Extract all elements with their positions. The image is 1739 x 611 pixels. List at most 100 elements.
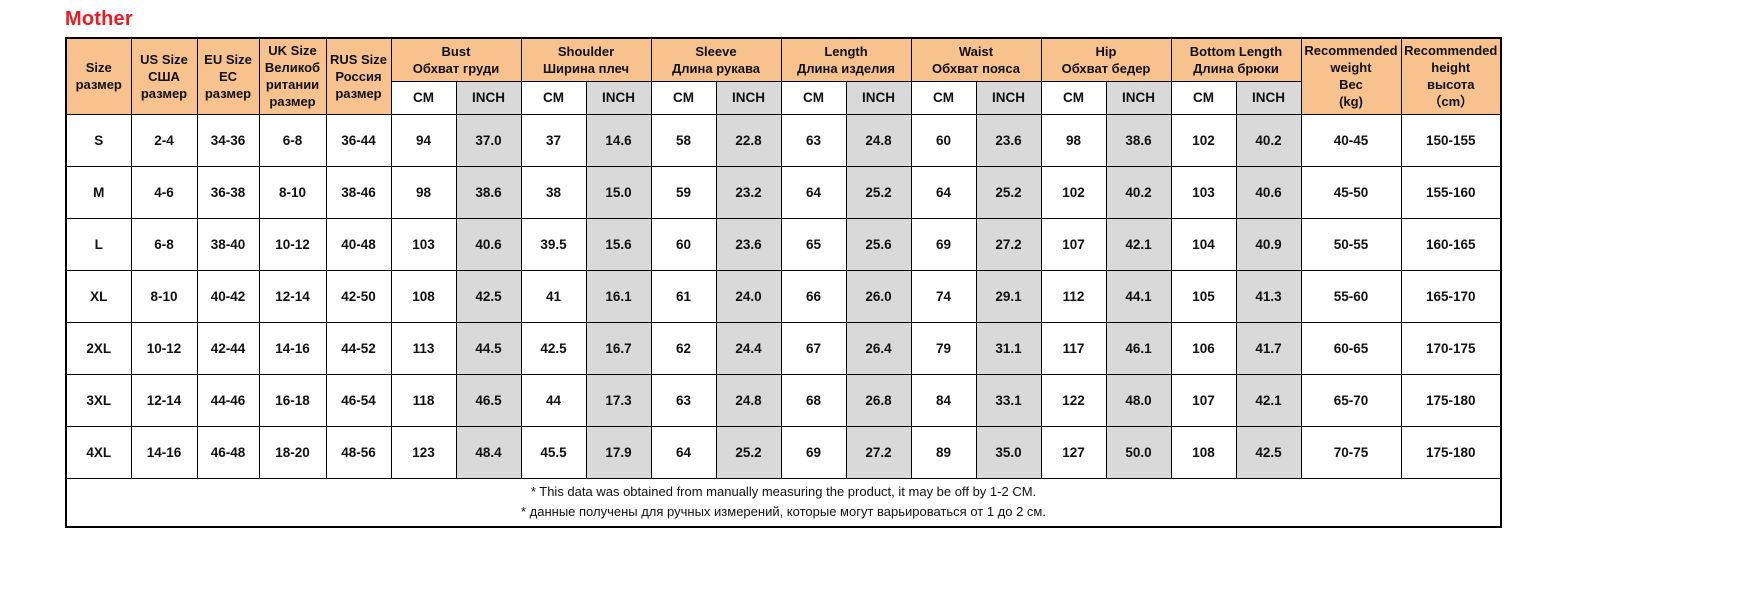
data-cell: 45.5: [520, 425, 587, 479]
data-cell: 10-12: [130, 321, 198, 375]
size-cell: 4XL: [65, 425, 132, 479]
data-cell: 38-46: [325, 165, 392, 219]
unit-header-inch: INCH: [715, 80, 782, 115]
size-row: L 6-8 38-40 10-12 40-48 103 40.6 39.5 15.6 60 23.6…: [65, 217, 1502, 271]
data-cell-inch: 40.9: [1235, 217, 1302, 271]
data-cell: 102: [1170, 113, 1237, 167]
data-cell: 84: [910, 373, 977, 427]
column-header: Hip Обхват бедер: [1040, 37, 1172, 82]
data-cell-inch: 24.8: [715, 373, 782, 427]
data-cell: 46-48: [196, 425, 260, 479]
data-cell-inch: 24.8: [845, 113, 912, 167]
data-cell: 112: [1040, 269, 1107, 323]
unit-header-cm: CM: [1040, 80, 1107, 115]
data-cell: 14-16: [258, 321, 327, 375]
data-cell: 42-44: [196, 321, 260, 375]
table-header: Size размер US Size США размер EU Size EC разме…: [65, 37, 1502, 115]
data-cell-inch: 26.0: [845, 269, 912, 323]
data-cell: 175-180: [1400, 425, 1502, 479]
unit-header-cm: CM: [650, 80, 717, 115]
data-cell: 107: [1170, 373, 1237, 427]
data-cell: 34-36: [196, 113, 260, 167]
data-cell: 123: [390, 425, 457, 479]
table-body: S 2-4 34-36 6-8 36-44 94 37.0 37 14.6 58 22.8 63 24.…: [65, 113, 1502, 479]
data-cell: 40-42: [196, 269, 260, 323]
size-cell: XL: [65, 269, 132, 323]
data-cell: 12-14: [130, 373, 198, 427]
data-cell: 64: [780, 165, 847, 219]
data-cell: 46-54: [325, 373, 392, 427]
data-cell: 107: [1040, 217, 1107, 271]
data-cell-inch: 26.8: [845, 373, 912, 427]
data-cell-inch: 48.0: [1105, 373, 1172, 427]
data-cell: 6-8: [258, 113, 327, 167]
data-cell-inch: 38.6: [1105, 113, 1172, 167]
data-cell: 44-52: [325, 321, 392, 375]
data-cell: 8-10: [130, 269, 198, 323]
data-cell: 2-4: [130, 113, 198, 167]
column-header: UK Size Великоб ритании размер: [258, 37, 327, 115]
table-footer: * This data was obtained from manually m…: [65, 477, 1502, 528]
data-cell-inch: 46.5: [455, 373, 522, 427]
data-cell-inch: 15.0: [585, 165, 652, 219]
data-cell-inch: 44.5: [455, 321, 522, 375]
data-cell: 38-40: [196, 217, 260, 271]
data-cell: 68: [780, 373, 847, 427]
unit-header-cm: CM: [520, 80, 587, 115]
size-row: 2XL 10-12 42-44 14-16 44-52 113 44.5 42.5 16.7 62…: [65, 321, 1502, 375]
data-cell: 44: [520, 373, 587, 427]
data-cell: 98: [390, 165, 457, 219]
data-cell: 60: [650, 217, 717, 271]
data-cell-inch: 23.6: [715, 217, 782, 271]
data-cell-inch: 24.4: [715, 321, 782, 375]
data-cell: 4-6: [130, 165, 198, 219]
data-cell: 40-48: [325, 217, 392, 271]
data-cell-inch: 27.2: [845, 425, 912, 479]
data-cell: 155-160: [1400, 165, 1502, 219]
data-cell-inch: 16.7: [585, 321, 652, 375]
data-cell-inch: 25.2: [715, 425, 782, 479]
data-cell: 60-65: [1300, 321, 1402, 375]
data-cell-inch: 50.0: [1105, 425, 1172, 479]
data-cell-inch: 42.5: [455, 269, 522, 323]
data-cell: 10-12: [258, 217, 327, 271]
data-cell: 42.5: [520, 321, 587, 375]
column-header: Waist Обхват пояса: [910, 37, 1042, 82]
data-cell: 69: [780, 425, 847, 479]
data-cell-inch: 41.7: [1235, 321, 1302, 375]
data-cell: 40-45: [1300, 113, 1402, 167]
data-cell: 108: [390, 269, 457, 323]
data-cell: 45-50: [1300, 165, 1402, 219]
column-header: Bust Обхват груди: [390, 37, 522, 82]
column-header: Size размер: [65, 37, 132, 115]
data-cell: 64: [910, 165, 977, 219]
data-cell-inch: 24.0: [715, 269, 782, 323]
data-cell: 105: [1170, 269, 1237, 323]
data-cell-inch: 15.6: [585, 217, 652, 271]
data-cell: 127: [1040, 425, 1107, 479]
data-cell-inch: 17.9: [585, 425, 652, 479]
data-cell: 63: [650, 373, 717, 427]
data-cell: 62: [650, 321, 717, 375]
column-header: Length Длина изделия: [780, 37, 912, 82]
column-header: US Size США размер: [130, 37, 198, 115]
unit-header-inch: INCH: [1235, 80, 1302, 115]
column-header: Shoulder Ширина плеч: [520, 37, 652, 82]
data-cell: 94: [390, 113, 457, 167]
note-line-2: * данные получены для ручных измерений, …: [520, 504, 1046, 520]
size-row: XL 8-10 40-42 12-14 42-50 108 42.5 41 16.1 61 24.0…: [65, 269, 1502, 323]
data-cell: 60: [910, 113, 977, 167]
data-cell: 103: [1170, 165, 1237, 219]
data-cell: 122: [1040, 373, 1107, 427]
size-cell: S: [65, 113, 132, 167]
size-row: S 2-4 34-36 6-8 36-44 94 37.0 37 14.6 58 22.8 63 24.…: [65, 113, 1502, 167]
data-cell: 66: [780, 269, 847, 323]
data-cell-inch: 23.2: [715, 165, 782, 219]
data-cell: 118: [390, 373, 457, 427]
data-cell: 104: [1170, 217, 1237, 271]
data-cell-inch: 26.4: [845, 321, 912, 375]
data-cell-inch: 27.2: [975, 217, 1042, 271]
data-cell: 44-46: [196, 373, 260, 427]
data-cell-inch: 14.6: [585, 113, 652, 167]
unit-header-inch: INCH: [975, 80, 1042, 115]
